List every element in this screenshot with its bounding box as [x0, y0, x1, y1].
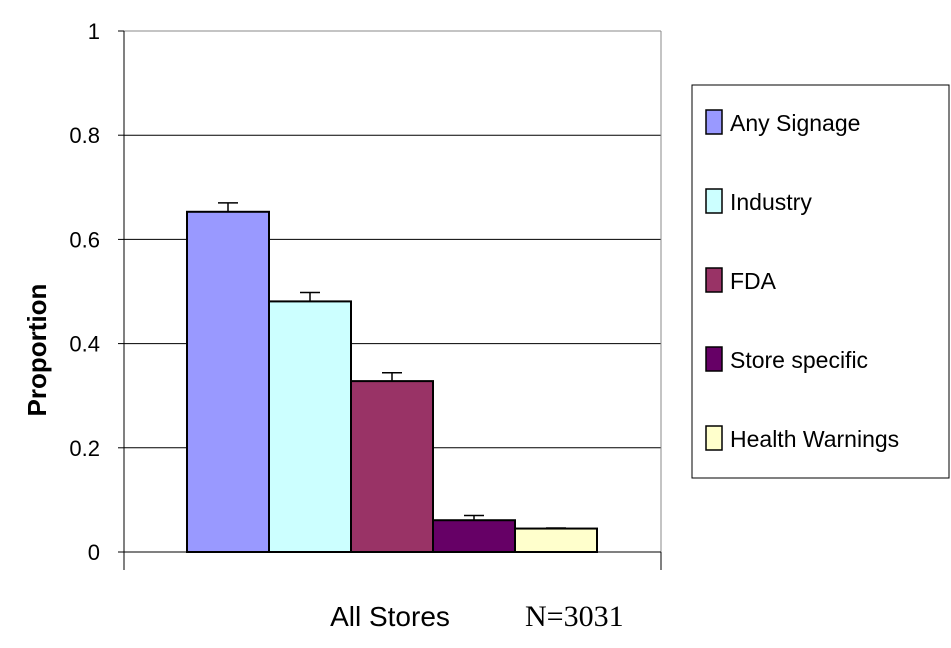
axes [118, 30, 662, 570]
y-tick-label: 0.4 [69, 332, 100, 357]
legend-swatch [705, 346, 723, 372]
bar-health-warnings [514, 527, 598, 553]
legend-label: Health Warnings [730, 426, 899, 452]
y-tick-label: 0.2 [69, 436, 100, 461]
legend-swatch [705, 267, 723, 293]
legend-swatch [705, 109, 723, 135]
legend: Any Signage Industry FDA Store specific Heal… [691, 84, 950, 479]
legend-label: Any Signage [730, 110, 860, 136]
legend-label: Store specific [730, 347, 868, 373]
error-bars [218, 202, 566, 529]
y-tick-label: 1 [88, 19, 100, 44]
legend-swatch [705, 425, 723, 451]
legend-label: FDA [730, 268, 777, 294]
legend-box [691, 84, 950, 479]
y-tick-label: 0.8 [69, 123, 100, 148]
x-axis-label: All Stores [330, 601, 450, 632]
y-axis-label: Proportion [22, 284, 52, 417]
y-tick-label: 0.6 [69, 227, 100, 252]
bar-industry [268, 300, 352, 553]
y-tick-labels: 0 0.2 0.4 0.6 0.8 1 [69, 19, 100, 565]
sample-size-note: N=3031 [525, 600, 624, 633]
bar-fda [350, 380, 434, 553]
bar-any-signage [186, 210, 270, 554]
legend-swatch [705, 188, 723, 214]
legend-label: Industry [730, 189, 812, 215]
bars [186, 210, 598, 554]
y-tick-label: 0 [88, 540, 100, 565]
bar-store-specific [432, 519, 516, 553]
